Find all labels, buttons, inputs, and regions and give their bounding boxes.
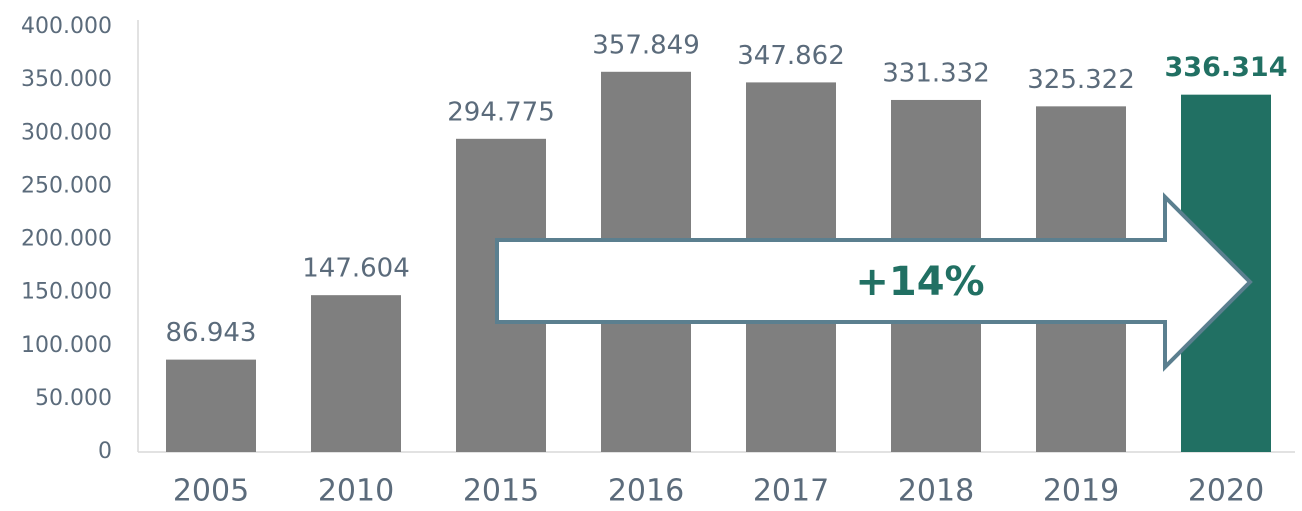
- x-tick-label: 2016: [608, 474, 684, 509]
- bar: [166, 359, 256, 452]
- value-label: 294.775: [447, 97, 555, 127]
- x-tick-label: 2017: [753, 474, 829, 509]
- value-label: 357.849: [592, 30, 700, 60]
- y-tick-label: 400.000: [21, 14, 112, 39]
- annotation: +14%: [855, 259, 984, 305]
- value-label: 336.314: [1165, 52, 1288, 83]
- value-label: 347.862: [737, 41, 845, 71]
- y-tick-label: 150.000: [21, 280, 112, 305]
- y-tick-label: 250.000: [21, 173, 112, 198]
- growth-arrow: [495, 192, 1253, 372]
- x-tick-label: 2018: [898, 474, 974, 509]
- x-tick-label: 2019: [1043, 474, 1119, 509]
- value-label: 147.604: [302, 254, 410, 284]
- y-tick-label: 200.000: [21, 227, 112, 252]
- x-tick-label: 2005: [173, 474, 249, 509]
- value-label: 331.332: [882, 58, 990, 88]
- y-tick-label: 100.000: [21, 333, 112, 358]
- x-tick-label: 2010: [318, 474, 394, 509]
- y-tick-label: 50.000: [35, 386, 112, 411]
- value-label: 325.322: [1027, 65, 1135, 95]
- value-label: 86.943: [166, 318, 257, 348]
- x-tick-label: 2015: [463, 474, 539, 509]
- x-tick-label: 2020: [1188, 474, 1264, 509]
- bar: [311, 295, 401, 452]
- y-tick-label: 0: [98, 439, 112, 464]
- y-tick-label: 300.000: [21, 120, 112, 145]
- y-tick-label: 350.000: [21, 67, 112, 92]
